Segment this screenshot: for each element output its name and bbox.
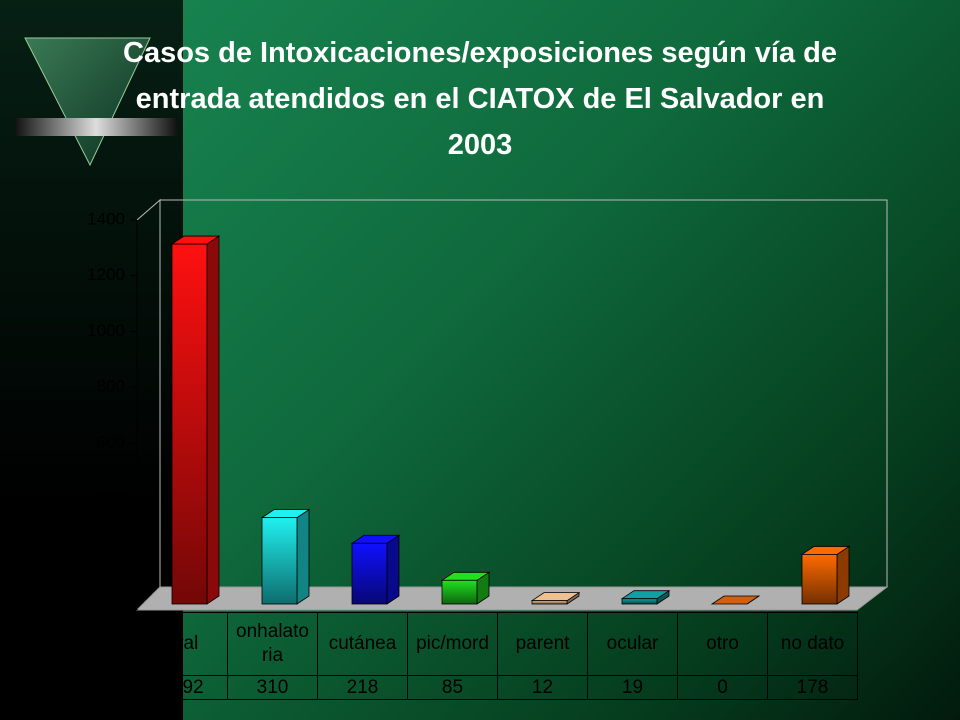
y-tick-label: 1200	[87, 265, 125, 284]
y-tick-label: 400	[97, 488, 125, 507]
bar-side	[206, 235, 220, 605]
category-label: parent	[515, 633, 570, 654]
floor	[135, 586, 889, 611]
chart-title: Casos de Intoxicaciones/exposiciones seg…	[123, 37, 837, 161]
bar	[441, 579, 478, 605]
table-cell: cutánea	[317, 612, 408, 676]
category-label: ocular	[606, 633, 659, 654]
category-label: pic/mord	[416, 633, 489, 654]
bar	[801, 554, 838, 605]
y-tick-label: 1000	[87, 321, 125, 340]
category-label: cutánea	[328, 633, 397, 654]
y-tick-label: 600	[97, 432, 125, 451]
data-table: oral onhalatoria cutánea pic/mord parent ocul…	[137, 612, 858, 700]
value-label: 85	[407, 675, 498, 700]
bar-side	[296, 508, 310, 605]
bar	[171, 243, 208, 605]
y-tick-label: 0	[116, 599, 125, 618]
value-label: 310	[227, 675, 318, 700]
category-label: no dato	[780, 633, 845, 654]
y-tick-label: 800	[97, 377, 125, 396]
value-label: 0	[677, 675, 768, 700]
y-tick-label: 200	[97, 544, 125, 563]
value-label: 1292	[137, 675, 228, 700]
logo-triangle	[24, 37, 151, 167]
table-cell: pic/mord	[407, 612, 498, 676]
bar-side	[836, 545, 850, 605]
value-label: 12	[497, 675, 588, 700]
bar	[531, 600, 568, 605]
table-cell: onhalatoria	[227, 612, 318, 676]
category-label: otro	[706, 633, 739, 654]
table-cell: ocular	[587, 612, 678, 676]
bar	[261, 517, 298, 605]
bar-top	[710, 595, 761, 605]
table-cell: oral	[137, 612, 228, 676]
bar	[351, 542, 388, 605]
table-cell: no dato	[767, 612, 858, 676]
category-label: onhalatoria	[236, 621, 309, 666]
value-label: 178	[767, 675, 858, 700]
table-cell: otro	[677, 612, 768, 676]
table-cell: parent	[497, 612, 588, 676]
value-label: 19	[587, 675, 678, 700]
category-label: oral	[166, 633, 199, 654]
bar	[621, 598, 658, 605]
side-wall	[136, 198, 161, 612]
y-tick-label: 1400	[87, 209, 125, 228]
value-label: 218	[317, 675, 408, 700]
bar-side	[386, 534, 400, 605]
logo-bar	[15, 118, 177, 136]
